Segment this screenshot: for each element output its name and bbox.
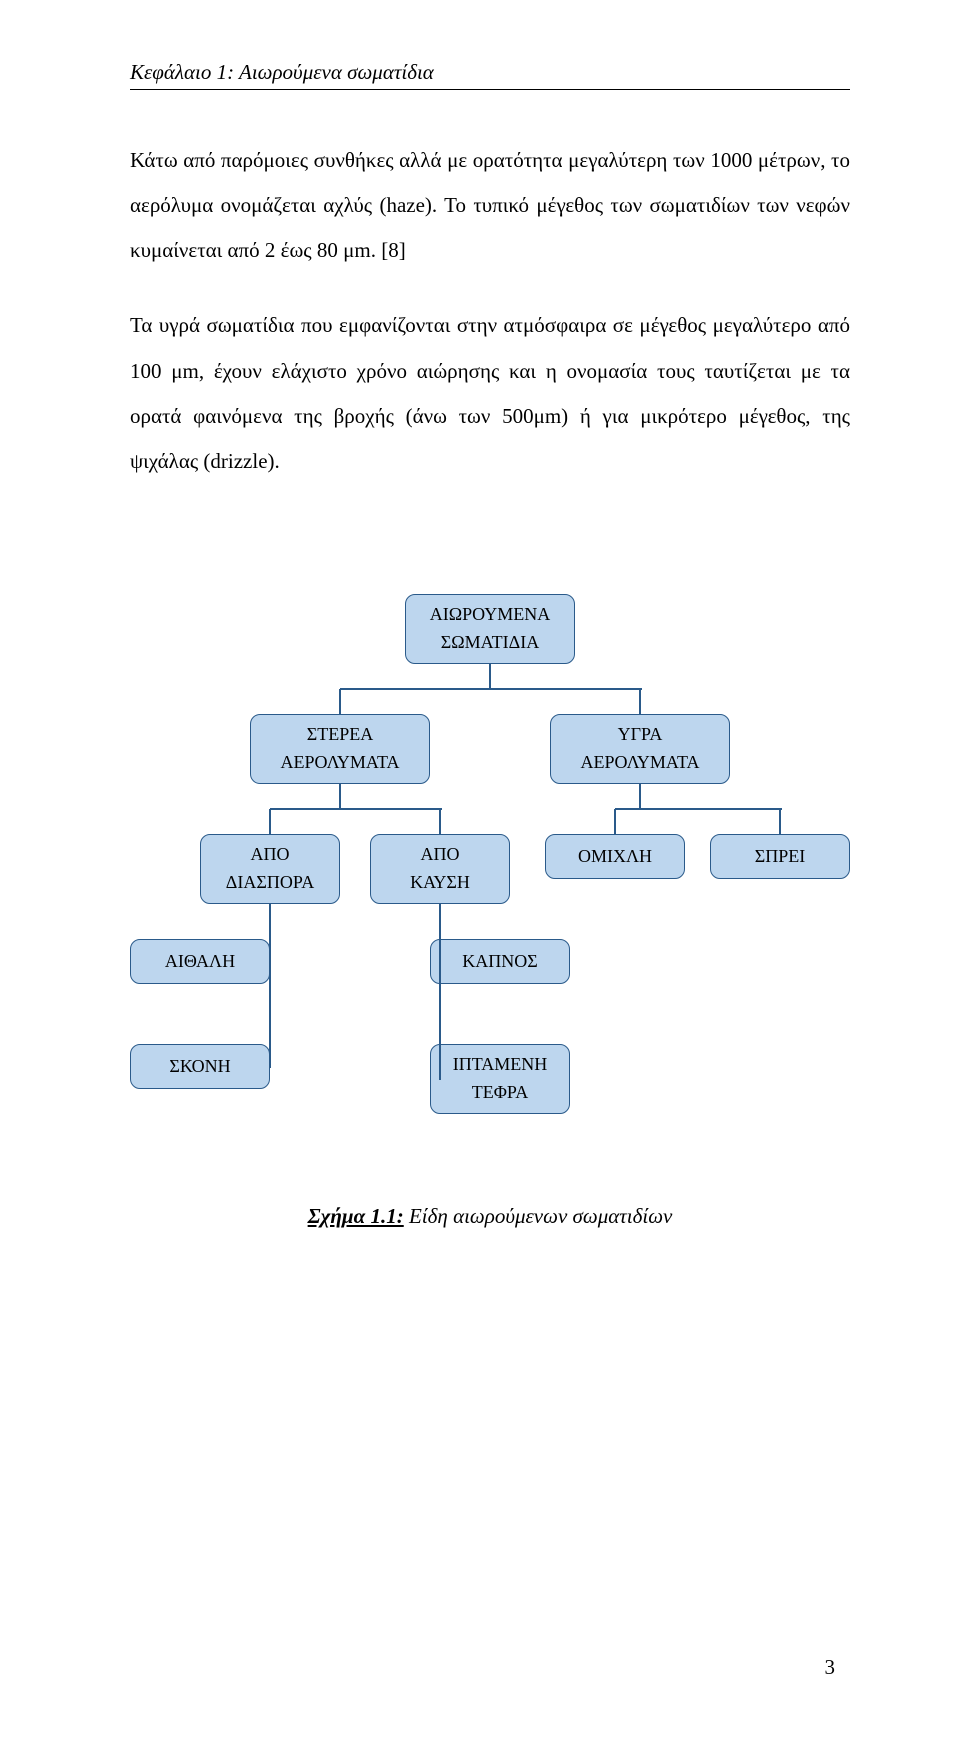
edge: [615, 808, 782, 810]
edge: [614, 809, 616, 834]
node-combustion: ΑΠΟΚΑΥΣΗ: [370, 834, 510, 904]
node-liquid-line1: ΥΓΡΑ: [618, 721, 663, 749]
edge: [339, 689, 341, 714]
node-solid: ΣΤΕΡΕΑΑΕΡΟΛΥΜΑΤΑ: [250, 714, 430, 784]
running-header: Κεφάλαιο 1: Αιωρούμενα σωματίδια: [130, 60, 850, 90]
node-flyash-line2: ΤΕΦΡΑ: [472, 1079, 529, 1107]
node-liquid: ΥΓΡΑΑΕΡΟΛΥΜΑΤΑ: [550, 714, 730, 784]
node-smoke: ΚΑΠΝΟΣ: [430, 939, 570, 984]
node-soot: ΑΙΘΑΛΗ: [130, 939, 270, 984]
edge: [269, 809, 271, 834]
edge: [270, 808, 442, 810]
node-dust-line1: ΣΚΟΝΗ: [169, 1053, 230, 1081]
page: Κεφάλαιο 1: Αιωρούμενα σωματίδια Κάτω απ…: [0, 0, 960, 1744]
node-dispersion: ΑΠΟΔΙΑΣΠΟΡΑ: [200, 834, 340, 904]
edge: [639, 689, 641, 714]
node-fog: ΟΜΙΧΛΗ: [545, 834, 685, 879]
node-dispersion-line2: ΔΙΑΣΠΟΡΑ: [226, 869, 314, 897]
caption-text: Είδη αιωρούμενων σωματιδίων: [404, 1204, 673, 1228]
body-text: Κάτω από παρόμοιες συνθήκες αλλά με ορατ…: [130, 138, 850, 484]
edge: [339, 784, 341, 809]
edge: [269, 904, 271, 1068]
node-flyash-line1: ΙΠΤΑΜΕΝΗ: [453, 1051, 548, 1079]
edge: [340, 688, 642, 690]
node-liquid-line2: ΑΕΡΟΛΥΜΑΤΑ: [580, 749, 699, 777]
node-root-line1: ΑΙΩΡΟΥΜΕΝΑ: [430, 601, 550, 629]
node-root: ΑΙΩΡΟΥΜΕΝΑΣΩΜΑΤΙΔΙΑ: [405, 594, 575, 664]
node-spray-line1: ΣΠΡΕΙ: [755, 843, 805, 871]
node-flyash: ΙΠΤΑΜΕΝΗΤΕΦΡΑ: [430, 1044, 570, 1114]
paragraph-1: Κάτω από παρόμοιες συνθήκες αλλά με ορατ…: [130, 138, 850, 273]
node-root-line2: ΣΩΜΑΤΙΔΙΑ: [441, 629, 539, 657]
paragraph-2: Τα υγρά σωματίδια που εμφανίζονται στην …: [130, 303, 850, 484]
node-dispersion-line1: ΑΠΟ: [251, 841, 290, 869]
caption-label: Σχήμα 1.1:: [308, 1204, 404, 1228]
node-soot-line1: ΑΙΘΑΛΗ: [165, 948, 235, 976]
edge: [439, 809, 441, 834]
flowchart: ΑΙΩΡΟΥΜΕΝΑΣΩΜΑΤΙΔΙΑΣΤΕΡΕΑΑΕΡΟΛΥΜΑΤΑΥΓΡΑΑ…: [130, 594, 850, 1124]
page-number: 3: [825, 1655, 836, 1680]
edge: [779, 809, 781, 834]
figure-caption: Σχήμα 1.1: Είδη αιωρούμενων σωματιδίων: [130, 1204, 850, 1229]
node-solid-line2: ΑΕΡΟΛΥΜΑΤΑ: [280, 749, 399, 777]
node-combustion-line2: ΚΑΥΣΗ: [410, 869, 470, 897]
edge: [639, 784, 641, 809]
node-smoke-line1: ΚΑΠΝΟΣ: [462, 948, 537, 976]
node-combustion-line1: ΑΠΟ: [421, 841, 460, 869]
edge: [439, 904, 441, 1081]
node-solid-line1: ΣΤΕΡΕΑ: [307, 721, 373, 749]
edge: [489, 664, 491, 689]
node-dust: ΣΚΟΝΗ: [130, 1044, 270, 1089]
node-spray: ΣΠΡΕΙ: [710, 834, 850, 879]
node-fog-line1: ΟΜΙΧΛΗ: [578, 843, 652, 871]
